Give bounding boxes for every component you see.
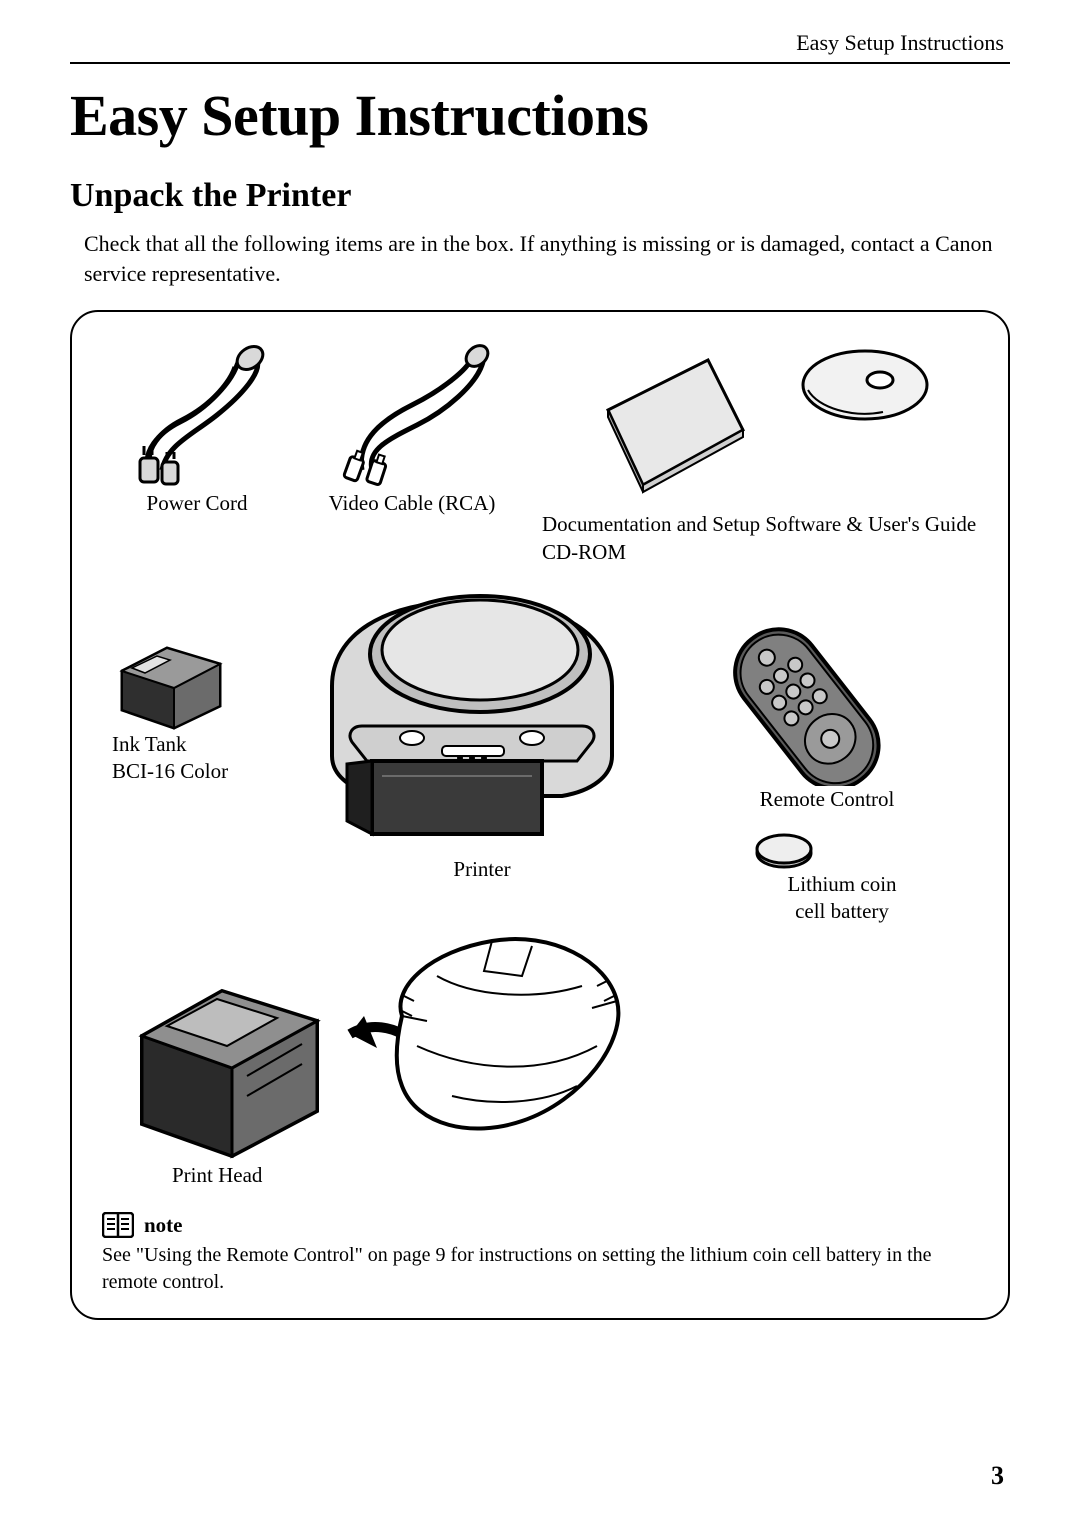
battery-label-1: Lithium coin xyxy=(752,871,932,898)
items-panel: Power Cord Video Cable (RCA) xyxy=(70,310,1010,1320)
remote-label: Remote Control xyxy=(702,786,952,813)
section-subtitle: Unpack the Printer xyxy=(70,177,1010,215)
print-head-icon xyxy=(112,916,632,1166)
power-cord-icon xyxy=(122,340,272,490)
item-docs-cd: Documentation and Setup Software & User'… xyxy=(542,340,978,566)
item-print-head: Print Head xyxy=(112,916,672,1189)
item-ink-tank: Ink Tank BCI-16 Color xyxy=(112,636,282,786)
item-power-cord: Power Cord xyxy=(102,340,292,566)
print-head-label: Print Head xyxy=(172,1162,372,1189)
item-printer: Printer xyxy=(292,576,672,883)
running-title: Easy Setup Instructions xyxy=(70,30,1010,56)
note-icon xyxy=(102,1212,134,1238)
ink-tank-label-2: BCI-16 Color xyxy=(112,758,282,785)
power-cord-label: Power Cord xyxy=(147,490,248,517)
page-number: 3 xyxy=(991,1461,1004,1491)
printer-label: Printer xyxy=(292,856,672,883)
battery-icon xyxy=(752,831,816,871)
item-video-cable: Video Cable (RCA) xyxy=(302,340,522,566)
item-battery: Lithium coin cell battery xyxy=(752,831,932,926)
note-block: note See "Using the Remote Control" on p… xyxy=(102,1206,978,1296)
printer-icon xyxy=(292,576,652,856)
page-title: Easy Setup Instructions xyxy=(70,82,1010,149)
remote-icon xyxy=(702,606,922,786)
cd-icon xyxy=(798,340,933,430)
docs-cd-label: Documentation and Setup Software & User'… xyxy=(542,511,978,566)
ink-tank-icon xyxy=(112,636,232,731)
items-row-2: Ink Tank BCI-16 Color Printer xyxy=(102,576,978,916)
note-text: See "Using the Remote Control" on page 9… xyxy=(102,1242,978,1296)
item-remote: Remote Control xyxy=(702,606,952,813)
manual-icon xyxy=(588,340,758,505)
intro-paragraph: Check that all the following items are i… xyxy=(70,229,1010,288)
video-cable-icon xyxy=(327,340,497,490)
ink-tank-label-1: Ink Tank xyxy=(112,731,282,758)
note-label: note xyxy=(144,1213,183,1238)
header-rule xyxy=(70,62,1010,64)
video-cable-label: Video Cable (RCA) xyxy=(329,490,496,517)
items-row-1: Power Cord Video Cable (RCA) xyxy=(102,340,978,566)
items-row-3: Print Head xyxy=(102,916,978,1236)
